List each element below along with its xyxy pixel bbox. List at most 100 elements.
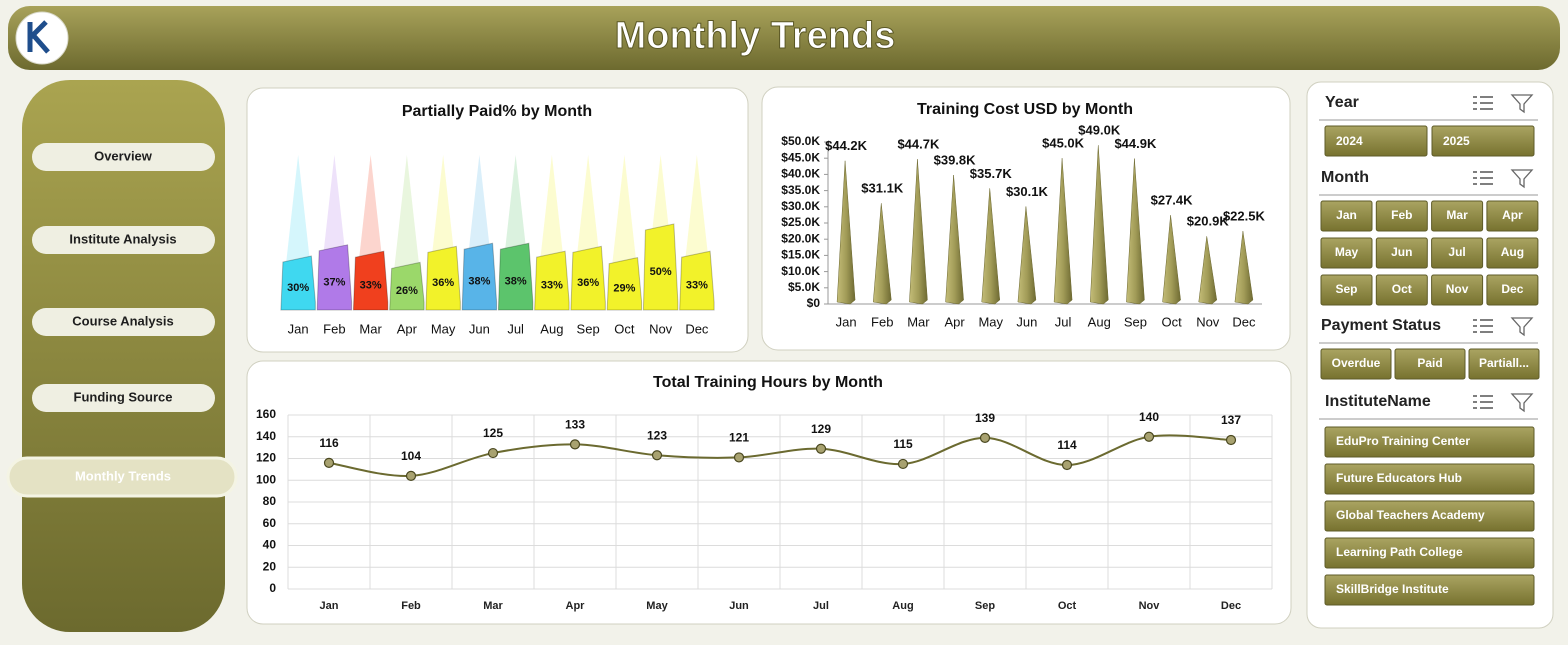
cone (836, 160, 856, 305)
slicer-button[interactable] (1431, 200, 1484, 232)
cone (1198, 236, 1218, 305)
y-tick-label: 100 (256, 472, 276, 486)
slicer-button[interactable] (1375, 237, 1428, 269)
slicer-item-label: Sep (1335, 282, 1357, 296)
select-all-icon[interactable] (1473, 171, 1493, 185)
y-tick-label: 0 (269, 581, 276, 595)
slicer-button[interactable] (1375, 274, 1428, 306)
y-tick-label: 60 (263, 516, 277, 530)
data-label: 104 (401, 449, 421, 463)
data-label: $39.8K (934, 152, 977, 167)
slicer-item-label: Overdue (1332, 356, 1381, 370)
x-tick-label: Feb (401, 600, 421, 612)
nav-button[interactable] (32, 384, 215, 412)
y-tick-label: 40 (263, 538, 277, 552)
slicer-item-label: May (1335, 245, 1359, 259)
slicer-button[interactable] (1320, 348, 1392, 380)
slicer-item-label: Aug (1501, 245, 1524, 259)
y-tick-label: $15.0K (781, 248, 820, 262)
slicer-button[interactable] (1324, 537, 1535, 569)
slicer-button[interactable] (1431, 125, 1535, 157)
slicer-title: Month (1321, 169, 1369, 186)
bar (316, 244, 353, 311)
x-tick-label: Sep (975, 600, 995, 612)
clear-filter-icon[interactable] (1510, 169, 1534, 189)
slicer-button[interactable] (1320, 200, 1373, 232)
select-all-icon[interactable] (1473, 319, 1493, 333)
x-tick-label: Apr (944, 314, 965, 329)
slicer-button[interactable] (1486, 274, 1539, 306)
clear-filter-icon[interactable] (1510, 393, 1534, 413)
data-label: $44.9K (1114, 136, 1157, 151)
cone (1017, 206, 1037, 305)
point (569, 439, 581, 450)
slicer-item-label: Feb (1391, 208, 1412, 222)
chart-title: Training Cost USD by Month (917, 101, 1133, 118)
bar (534, 250, 570, 311)
nav-button[interactable] (32, 226, 215, 254)
data-label: 33% (360, 280, 382, 292)
clear-filter-icon[interactable] (1510, 94, 1534, 114)
slicer-button[interactable] (1486, 237, 1539, 269)
chart-title: Total Training Hours by Month (653, 374, 883, 391)
data-label: $35.7K (970, 166, 1013, 181)
slicer-button[interactable] (1320, 237, 1373, 269)
data-label: $31.1K (861, 181, 904, 196)
select-all-icon[interactable] (1473, 96, 1493, 110)
slicer-button[interactable] (1320, 274, 1373, 306)
bar (642, 223, 679, 311)
x-tick-label: Jan (320, 600, 339, 612)
slicer-button[interactable] (1486, 200, 1539, 232)
x-tick-label: Jun (729, 600, 749, 612)
data-label: 36% (432, 277, 454, 289)
data-label: $49.0K (1078, 123, 1121, 138)
nav-button[interactable] (32, 143, 215, 171)
slicer-item-label: Jul (1448, 245, 1465, 259)
slicer-button[interactable] (1431, 237, 1484, 269)
cone (1234, 231, 1254, 305)
slicer-button[interactable] (1324, 125, 1428, 157)
slicer-button[interactable] (1324, 500, 1535, 532)
x-tick-label: Oct (1161, 314, 1182, 329)
data-label: 133 (565, 418, 585, 432)
chart-title: Partially Paid% by Month (402, 103, 592, 120)
data-label: $44.2K (825, 138, 868, 153)
slicer-item-label: Global Teachers Academy (1336, 508, 1485, 522)
y-tick-label: $0 (807, 296, 821, 310)
logo (15, 11, 69, 65)
data-label: 26% (396, 285, 418, 297)
slicer-item-label: Nov (1446, 282, 1469, 296)
cone (1089, 145, 1109, 305)
clear-filter-icon[interactable] (1510, 317, 1534, 337)
slicer-button[interactable] (1324, 463, 1535, 495)
point (1143, 431, 1155, 442)
data-label: 129 (811, 422, 831, 436)
x-tick-label: Dec (1221, 600, 1241, 612)
x-tick-label: Jul (1055, 314, 1072, 329)
bar (679, 250, 715, 311)
nav-button[interactable] (6, 456, 238, 498)
slicer-button[interactable] (1324, 426, 1535, 458)
slicer-title: Payment Status (1321, 317, 1441, 334)
select-all-icon[interactable] (1473, 395, 1493, 409)
slicer-button[interactable] (1375, 200, 1428, 232)
y-tick-label: 140 (256, 429, 276, 443)
logo-mark (27, 20, 50, 54)
slicer-item-label: SkillBridge Institute (1336, 582, 1449, 596)
data-label: 36% (577, 277, 599, 289)
x-tick-label: Sep (577, 321, 600, 336)
slicer-item-label: Apr (1502, 208, 1523, 222)
x-tick-label: Feb (323, 321, 345, 336)
bar (280, 255, 316, 311)
slicer-button[interactable] (1468, 348, 1540, 380)
data-label: 116 (319, 436, 339, 450)
slicer-button[interactable] (1431, 274, 1484, 306)
nav-button[interactable] (32, 308, 215, 336)
slicer-item-label: Future Educators Hub (1336, 471, 1462, 485)
slicer-button[interactable] (1394, 348, 1466, 380)
slicer-item-label: Dec (1501, 282, 1523, 296)
x-tick-label: Jul (507, 321, 524, 336)
data-label: 139 (975, 411, 995, 425)
slicer-button[interactable] (1324, 574, 1535, 606)
data-label: 123 (647, 428, 667, 442)
